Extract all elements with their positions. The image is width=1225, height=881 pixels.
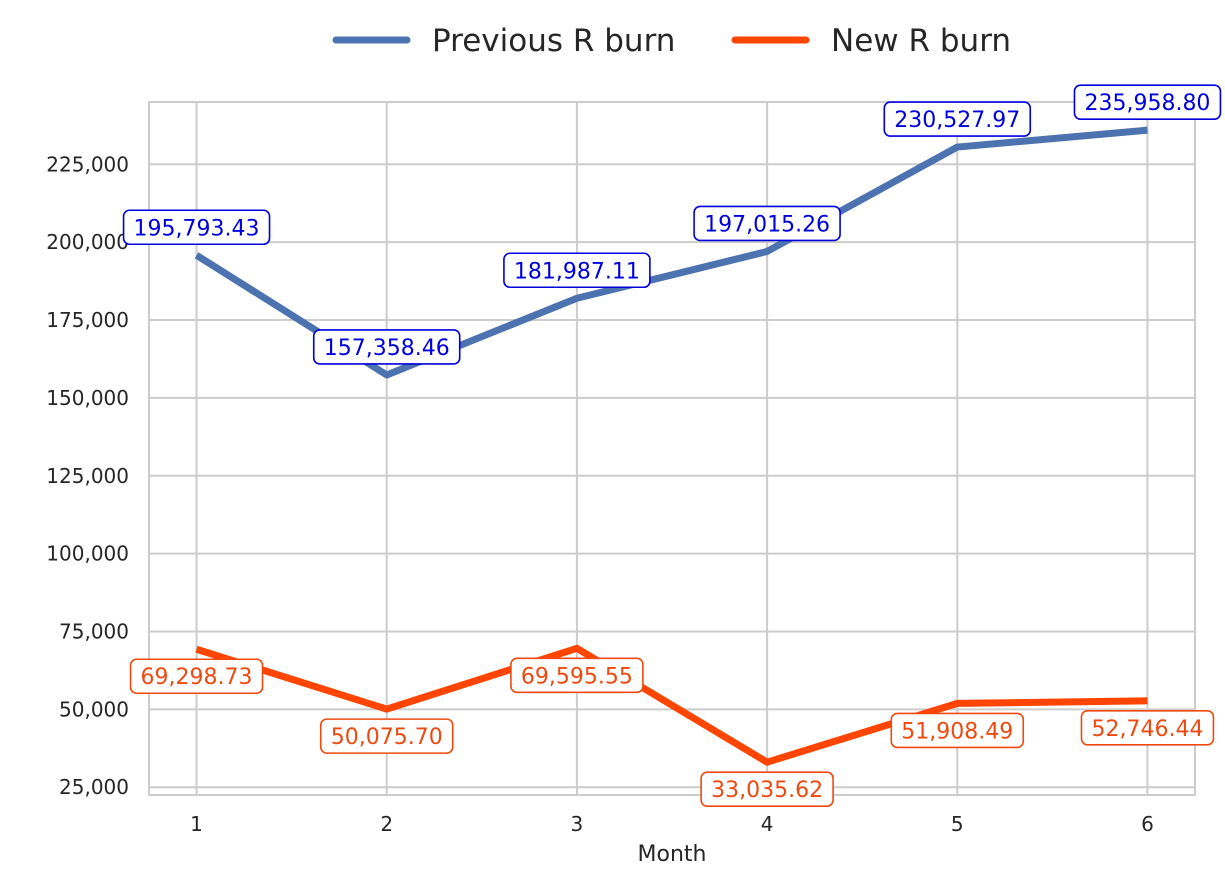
data-labels: 195,793.43 157,358.46 181,987.11 197,015.26… bbox=[122, 84, 1222, 807]
data-label-text: 230,527.97 bbox=[894, 108, 1020, 133]
legend-label: Previous R burn bbox=[432, 23, 675, 59]
data-label: 197,015.26 bbox=[693, 205, 841, 242]
x-tick-label: 1 bbox=[190, 812, 203, 836]
data-label-text: 235,958.80 bbox=[1084, 91, 1210, 116]
y-tick-label: 25,000 bbox=[59, 775, 129, 799]
data-label-box bbox=[510, 657, 644, 694]
data-label-box bbox=[129, 658, 264, 695]
grid-lines bbox=[149, 102, 1195, 795]
y-tick-label: 125,000 bbox=[46, 464, 129, 488]
x-tick-label: 4 bbox=[761, 812, 774, 836]
data-label-text: 50,075.70 bbox=[331, 725, 443, 750]
y-tick-label: 175,000 bbox=[46, 308, 129, 332]
series-line-2 bbox=[195, 644, 1148, 766]
y-tick-label: 75,000 bbox=[59, 619, 129, 643]
data-label: 69,595.55 bbox=[510, 657, 644, 694]
data-label: 195,793.43 bbox=[122, 209, 271, 246]
y-tick-label: 150,000 bbox=[46, 386, 129, 410]
data-label-box bbox=[319, 718, 454, 754]
data-label-box bbox=[883, 101, 1032, 137]
data-label: 157,358.46 bbox=[312, 329, 461, 365]
x-tick-label: 2 bbox=[380, 812, 393, 836]
data-label-text: 52,746.44 bbox=[1091, 717, 1203, 742]
data-label-box bbox=[1073, 84, 1222, 120]
data-label: 52,746.44 bbox=[1080, 709, 1215, 746]
y-tick-label: 200,000 bbox=[46, 230, 129, 254]
data-label-text: 195,793.43 bbox=[134, 216, 260, 241]
data-label-text: 51,908.49 bbox=[901, 719, 1013, 744]
y-tick-label: 50,000 bbox=[59, 697, 129, 721]
legend-label: New R burn bbox=[831, 23, 1011, 59]
data-label: 50,075.70 bbox=[319, 718, 454, 754]
data-label-text: 157,358.46 bbox=[324, 336, 450, 361]
plot-frame bbox=[148, 101, 1196, 796]
y-tick-label: 100,000 bbox=[46, 542, 129, 566]
data-label-box bbox=[693, 205, 841, 242]
legend-item: New R burn bbox=[731, 23, 1011, 59]
data-label: 51,908.49 bbox=[890, 712, 1025, 749]
x-tick-label: 3 bbox=[571, 812, 584, 836]
y-axis-ticks: 25,000 50,000 75,000 100,000 125,000 150,000 1… bbox=[46, 152, 129, 799]
data-label-box bbox=[503, 252, 651, 289]
data-label-text: 181,987.11 bbox=[514, 259, 640, 284]
data-label-text: 33,035.62 bbox=[711, 778, 823, 803]
x-axis-title: Month bbox=[638, 842, 707, 867]
legend: Previous R burn New R burn bbox=[332, 23, 1011, 59]
legend-item: Previous R burn bbox=[332, 23, 675, 59]
data-label: 235,958.80 bbox=[1073, 84, 1222, 120]
x-axis-ticks: 1 2 3 4 5 6 bbox=[190, 812, 1154, 836]
data-label-box bbox=[700, 771, 834, 807]
data-label-box bbox=[122, 209, 271, 246]
data-label-text: 69,298.73 bbox=[141, 665, 253, 690]
data-label-text: 197,015.26 bbox=[704, 212, 830, 237]
data-label: 69,298.73 bbox=[129, 658, 264, 695]
data-label: 181,987.11 bbox=[503, 252, 651, 289]
data-label-box bbox=[890, 712, 1025, 749]
x-tick-label: 6 bbox=[1141, 812, 1154, 836]
data-label: 230,527.97 bbox=[883, 101, 1032, 137]
series-lines bbox=[194, 126, 1148, 766]
y-tick-label: 225,000 bbox=[46, 152, 129, 176]
data-label: 33,035.62 bbox=[700, 771, 834, 807]
data-label-box bbox=[312, 329, 461, 365]
x-tick-label: 5 bbox=[951, 812, 964, 836]
data-label-box bbox=[1080, 709, 1215, 746]
data-label-text: 69,595.55 bbox=[521, 664, 633, 689]
